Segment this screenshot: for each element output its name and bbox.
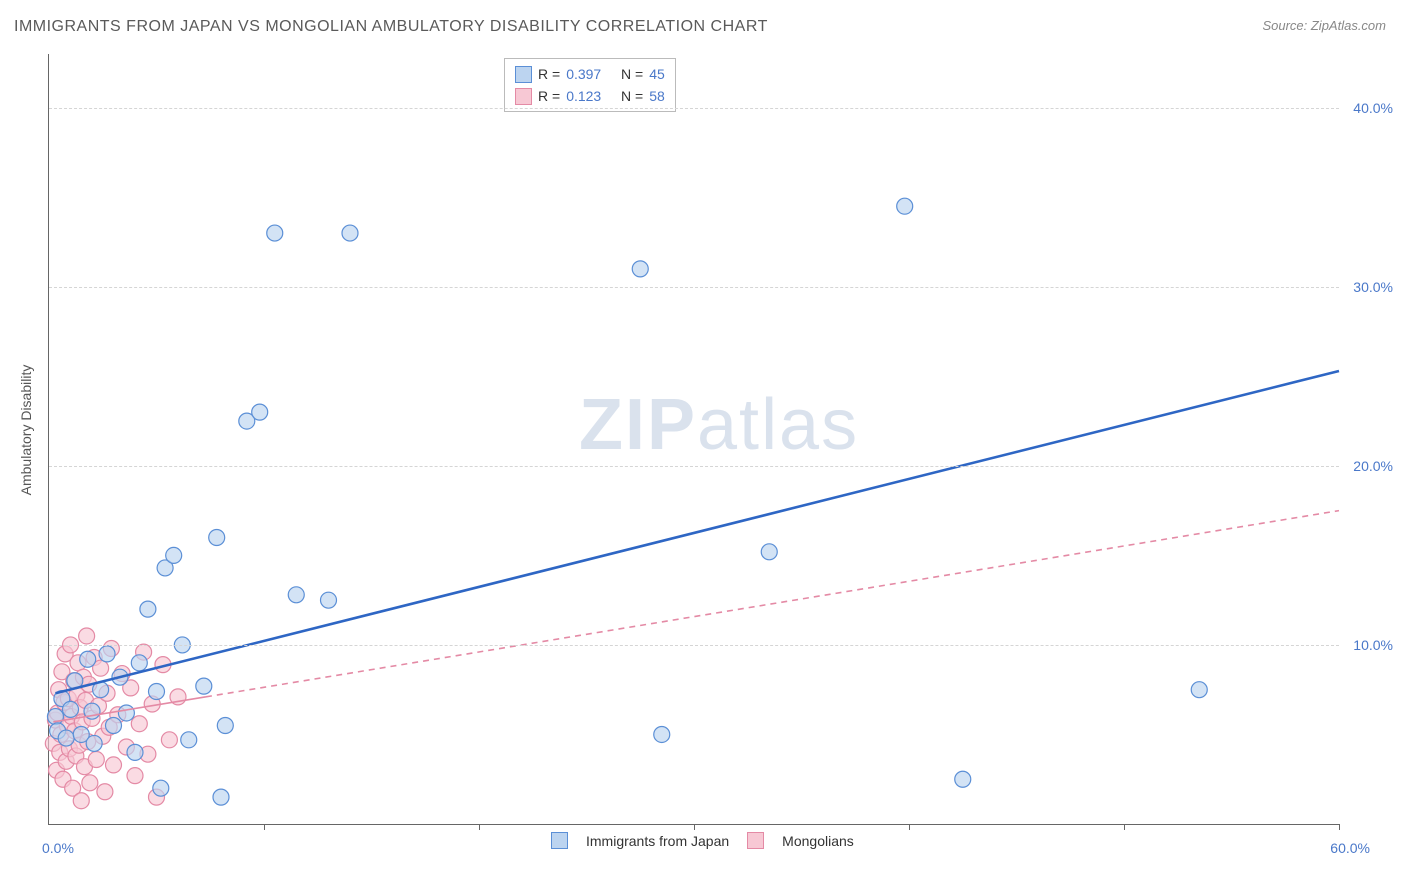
scatter-point (88, 752, 104, 768)
y-tick-label: 10.0% (1353, 637, 1393, 653)
x-tick (909, 824, 910, 830)
series2-name: Mongolians (782, 833, 854, 849)
swatch-icon (747, 832, 764, 849)
series-legend: Immigrants from Japan Mongolians (551, 832, 854, 849)
r-label: R = (538, 63, 560, 85)
stats-row-series2: R = 0.123 N = 58 (515, 85, 665, 107)
scatter-point (106, 718, 122, 734)
r-value: 0.397 (566, 63, 601, 85)
swatch-icon (515, 66, 532, 83)
scatter-point (181, 732, 197, 748)
scatter-point (654, 726, 670, 742)
x-axis-max-label: 60.0% (1330, 840, 1370, 856)
gridline (49, 466, 1339, 467)
scatter-point (63, 701, 79, 717)
gridline (49, 645, 1339, 646)
y-tick-label: 30.0% (1353, 279, 1393, 295)
scatter-point (342, 225, 358, 241)
y-axis-title: Ambulatory Disability (18, 365, 34, 496)
x-tick (264, 824, 265, 830)
n-label: N = (621, 63, 643, 85)
scatter-point (209, 529, 225, 545)
scatter-point (127, 768, 143, 784)
scatter-point (106, 757, 122, 773)
n-value: 58 (649, 85, 665, 107)
chart-container: IMMIGRANTS FROM JAPAN VS MONGOLIAN AMBUL… (0, 0, 1406, 892)
scatter-point (149, 683, 165, 699)
trend-line (206, 511, 1339, 697)
scatter-point (97, 784, 113, 800)
n-value: 45 (649, 63, 665, 85)
scatter-point (131, 655, 147, 671)
y-tick-label: 20.0% (1353, 458, 1393, 474)
scatter-point (196, 678, 212, 694)
series1-name: Immigrants from Japan (586, 833, 729, 849)
x-tick (1339, 824, 1340, 830)
scatter-point (166, 547, 182, 563)
scatter-point (213, 789, 229, 805)
scatter-point (80, 651, 96, 667)
scatter-point (217, 718, 233, 734)
scatter-plot-svg (49, 54, 1339, 824)
scatter-point (897, 198, 913, 214)
gridline (49, 108, 1339, 109)
r-value: 0.123 (566, 85, 601, 107)
swatch-icon (515, 88, 532, 105)
scatter-point (86, 735, 102, 751)
stats-legend-box: R = 0.397 N = 45 R = 0.123 N = 58 (504, 58, 676, 112)
x-tick (479, 824, 480, 830)
scatter-point (267, 225, 283, 241)
y-tick-label: 40.0% (1353, 100, 1393, 116)
stats-row-series1: R = 0.397 N = 45 (515, 63, 665, 85)
scatter-point (321, 592, 337, 608)
x-tick (694, 824, 695, 830)
scatter-point (252, 404, 268, 420)
gridline (49, 287, 1339, 288)
scatter-point (58, 730, 74, 746)
scatter-point (140, 601, 156, 617)
scatter-point (1191, 682, 1207, 698)
scatter-point (161, 732, 177, 748)
x-tick (1124, 824, 1125, 830)
n-label: N = (621, 85, 643, 107)
swatch-icon (551, 832, 568, 849)
r-label: R = (538, 85, 560, 107)
chart-title: IMMIGRANTS FROM JAPAN VS MONGOLIAN AMBUL… (14, 18, 768, 36)
scatter-point (288, 587, 304, 603)
scatter-point (761, 544, 777, 560)
scatter-point (73, 793, 89, 809)
plot-area: ZIPatlas R = 0.397 N = 45 R = 0.123 N = … (48, 54, 1339, 825)
source-attribution: Source: ZipAtlas.com (1262, 18, 1386, 33)
scatter-point (955, 771, 971, 787)
scatter-point (118, 705, 134, 721)
scatter-point (153, 780, 169, 796)
x-axis-min-label: 0.0% (42, 840, 74, 856)
scatter-point (79, 628, 95, 644)
scatter-point (99, 646, 115, 662)
scatter-point (632, 261, 648, 277)
scatter-point (127, 744, 143, 760)
source-name: ZipAtlas.com (1311, 18, 1386, 33)
source-prefix: Source: (1262, 18, 1310, 33)
scatter-point (131, 716, 147, 732)
scatter-point (82, 775, 98, 791)
